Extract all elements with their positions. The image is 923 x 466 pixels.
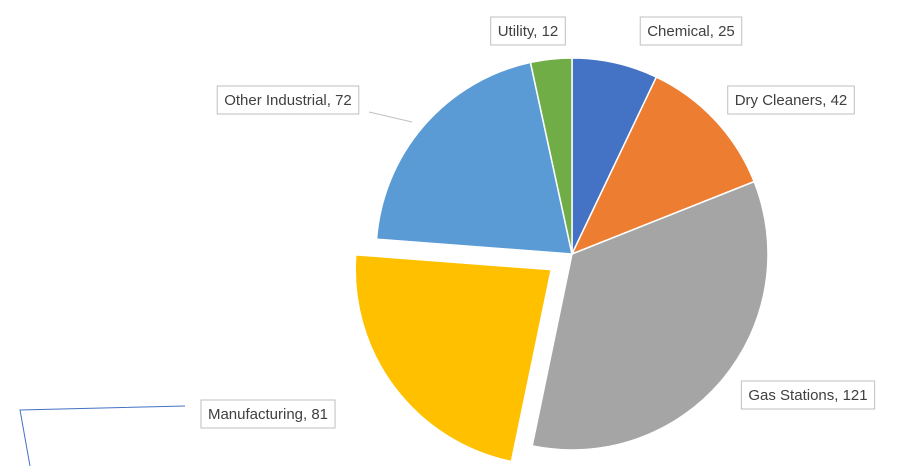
data-label-box (490, 16, 566, 46)
data-label: Dry Cleaners, 42 (735, 92, 848, 109)
pie-slice (570, 76, 756, 256)
pie-slice (531, 180, 769, 451)
data-label: Chemical, 25 (647, 23, 735, 40)
pie-slice (529, 57, 573, 255)
leader-line (368, 111, 413, 123)
pie-slice (375, 61, 573, 255)
data-label-box (740, 380, 876, 410)
data-label-box (639, 16, 743, 46)
data-label-box (727, 85, 855, 115)
data-label: Other Industrial, 72 (224, 92, 352, 109)
leader-line (19, 405, 186, 466)
data-label-box (200, 399, 336, 429)
data-label-box (216, 85, 360, 115)
pie-slice (354, 254, 553, 463)
data-label: Gas Stations, 121 (748, 387, 867, 404)
data-label: Manufacturing, 81 (208, 406, 328, 423)
data-label: Utility, 12 (498, 23, 559, 40)
